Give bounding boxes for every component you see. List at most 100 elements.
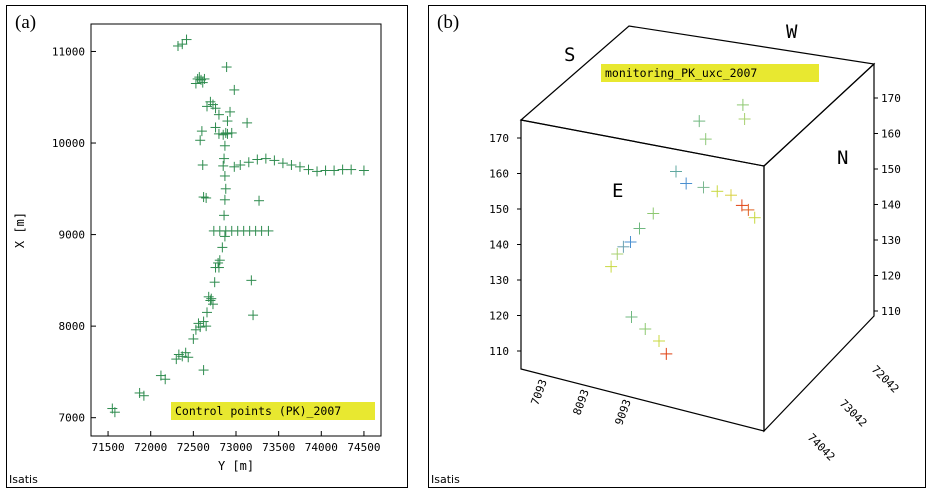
- data-point: [183, 352, 194, 363]
- z-tick-label-left: 170: [489, 132, 509, 145]
- data-point: [248, 310, 259, 321]
- cube-plot-b: 110 120 130 140 150 160 170 110 120 130 140 150 160 1…: [489, 21, 902, 464]
- data-point: [346, 164, 357, 175]
- data-point: [198, 365, 209, 376]
- data-point: [736, 98, 749, 111]
- panel-b-tag: (b): [437, 12, 460, 33]
- face-label-n: N: [837, 147, 848, 169]
- data-point: [303, 164, 314, 175]
- data-point: [226, 127, 237, 138]
- data-point: [252, 154, 263, 165]
- data-point: [199, 73, 210, 84]
- data-point: [605, 260, 618, 273]
- data-point: [219, 194, 230, 205]
- data-point: [693, 115, 706, 128]
- data-point: [660, 347, 673, 360]
- data-point: [294, 161, 305, 172]
- x-tick-label: 74500: [347, 441, 380, 454]
- cube-right-face: [763, 62, 875, 433]
- data-point: [205, 96, 216, 107]
- cube-frame: [519, 25, 876, 433]
- z-tick-label-left: 120: [489, 310, 509, 323]
- width-tick-label: 74042: [805, 431, 838, 464]
- data-point: [173, 40, 183, 51]
- data-point: [329, 165, 340, 176]
- panel-a-tag: (a): [15, 12, 37, 33]
- data-point: [222, 128, 233, 139]
- data-point: [202, 307, 212, 318]
- z-tick-label-left: 150: [489, 203, 509, 216]
- cube-front-face: [520, 119, 765, 432]
- data-point: [214, 255, 225, 266]
- z-tick-label-left: 130: [489, 274, 509, 287]
- markers-b: [605, 98, 761, 360]
- data-point: [277, 158, 288, 169]
- data-point: [242, 117, 253, 128]
- z-tick-label-right: 170: [881, 92, 901, 105]
- data-point: [213, 109, 224, 120]
- x-tick-label: 74000: [305, 441, 338, 454]
- data-point: [235, 159, 246, 170]
- panel-a-footer: Isatis: [9, 473, 38, 486]
- y-tick-label: 8000: [59, 320, 86, 333]
- data-point: [221, 62, 232, 73]
- data-point: [206, 293, 217, 304]
- data-point: [198, 316, 209, 327]
- panel-b-footer: Isatis: [431, 473, 460, 486]
- data-point: [222, 116, 233, 127]
- depth-tick-label: 8093: [571, 388, 592, 417]
- x-tick-label: 73000: [219, 441, 252, 454]
- data-point: [160, 374, 171, 385]
- data-point: [198, 192, 209, 203]
- data-point: [699, 133, 712, 146]
- data-point: [134, 387, 145, 398]
- data-point: [109, 407, 120, 418]
- data-point: [188, 333, 199, 344]
- legend-bg-a: [171, 402, 375, 420]
- data-point: [680, 177, 693, 190]
- x-tick-label: 71500: [91, 441, 124, 454]
- data-point: [210, 122, 221, 133]
- x-tick-label: 72500: [177, 441, 210, 454]
- data-point: [181, 34, 192, 45]
- z-tick-label-left: 160: [489, 168, 509, 181]
- data-point: [337, 164, 348, 175]
- data-point: [263, 225, 274, 236]
- z-tick-label-right: 140: [881, 199, 901, 212]
- data-point: [697, 181, 710, 194]
- data-point: [246, 275, 257, 286]
- data-point: [219, 170, 230, 181]
- data-point: [190, 324, 201, 335]
- data-point: [229, 84, 240, 95]
- z-tick-label-left: 140: [489, 239, 509, 252]
- data-point: [624, 236, 637, 248]
- data-point: [735, 199, 748, 212]
- data-point: [742, 203, 755, 216]
- data-point: [194, 72, 205, 83]
- scatter-plot-a: 71500 72000 72500 73000 73500 74000 74500 7000 8…: [13, 23, 382, 473]
- data-point: [180, 347, 191, 358]
- data-point: [213, 262, 224, 273]
- data-point: [670, 165, 682, 178]
- width-tick-label: 72042: [869, 363, 902, 396]
- data-point: [647, 207, 660, 220]
- x-tick-label: 72000: [134, 441, 167, 454]
- data-point: [617, 240, 630, 253]
- y-tick-label: 10000: [52, 137, 85, 150]
- face-label-e: E: [612, 180, 623, 202]
- z-tick-label-right: 120: [881, 270, 901, 283]
- data-point: [725, 189, 737, 202]
- data-point: [711, 185, 724, 198]
- data-point: [203, 291, 214, 302]
- data-point: [207, 299, 218, 310]
- axis-ticks-a: 71500 72000 72500 73000 73500 74000 74500 7000 8…: [52, 45, 381, 454]
- y-tick-label: 7000: [59, 412, 86, 425]
- markers-a: [107, 34, 369, 418]
- depth-tick-label: 7093: [529, 378, 550, 407]
- data-point: [219, 140, 230, 151]
- data-point: [219, 153, 230, 164]
- data-point: [625, 311, 638, 323]
- data-point: [254, 195, 265, 206]
- width-tick-label: 73042: [837, 397, 870, 430]
- data-point: [138, 390, 149, 401]
